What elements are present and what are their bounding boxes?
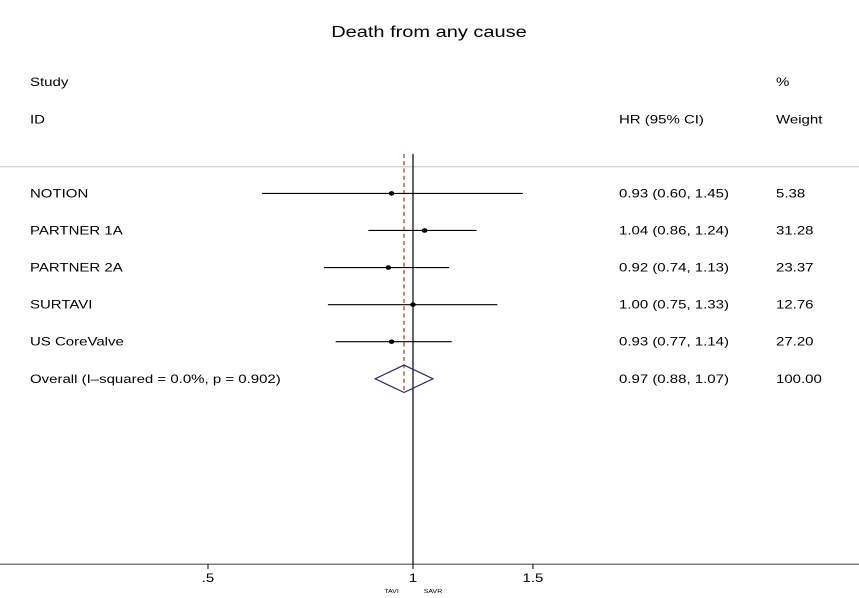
overall-label: Overall (I–squared = 0.0%, p = 0.902) [30, 372, 281, 385]
header-percent: % [776, 76, 789, 89]
overall-weight: 100.00 [776, 372, 822, 385]
header-study: Study [30, 76, 69, 89]
header-weight: Weight [776, 113, 823, 126]
x-tick-label: 1.5 [522, 571, 543, 584]
study-name: PARTNER 2A [30, 261, 124, 274]
study-hr-ci: 0.93 (0.77, 1.14) [619, 335, 729, 348]
study-point-estimate [410, 302, 416, 307]
study-name: US CoreValve [30, 335, 124, 348]
study-point-estimate [385, 265, 392, 270]
study-point-estimate [388, 191, 395, 196]
x-tick-label: 1 [409, 571, 417, 584]
header-effect: HR (95% CI) [619, 113, 704, 126]
study-point-estimate [388, 339, 395, 344]
study-weight: 5.38 [776, 187, 805, 200]
overall-diamond [373, 364, 435, 394]
study-weight: 27.20 [776, 335, 814, 348]
study-hr-ci: 1.04 (0.86, 1.24) [619, 224, 729, 237]
study-point-estimate [421, 228, 428, 233]
study-weight: 31.28 [776, 224, 814, 237]
study-weight: 23.37 [776, 261, 814, 274]
overall-hr-ci: 0.97 (0.88, 1.07) [619, 372, 729, 385]
study-weight: 12.76 [776, 298, 814, 311]
study-hr-ci: 1.00 (0.75, 1.33) [619, 298, 729, 311]
x-tick-label: .5 [202, 571, 215, 584]
chart-title: Death from any cause [331, 23, 527, 41]
header-id: ID [30, 113, 45, 126]
favors-left-label: TAVI [384, 589, 399, 595]
favors-right-label: SAVR [424, 589, 443, 595]
study-hr-ci: 0.93 (0.60, 1.45) [619, 187, 729, 200]
study-name: NOTION [30, 187, 88, 200]
study-name: SURTAVI [30, 298, 92, 311]
study-hr-ci: 0.92 (0.74, 1.13) [619, 261, 729, 274]
study-name: PARTNER 1A [30, 224, 124, 237]
